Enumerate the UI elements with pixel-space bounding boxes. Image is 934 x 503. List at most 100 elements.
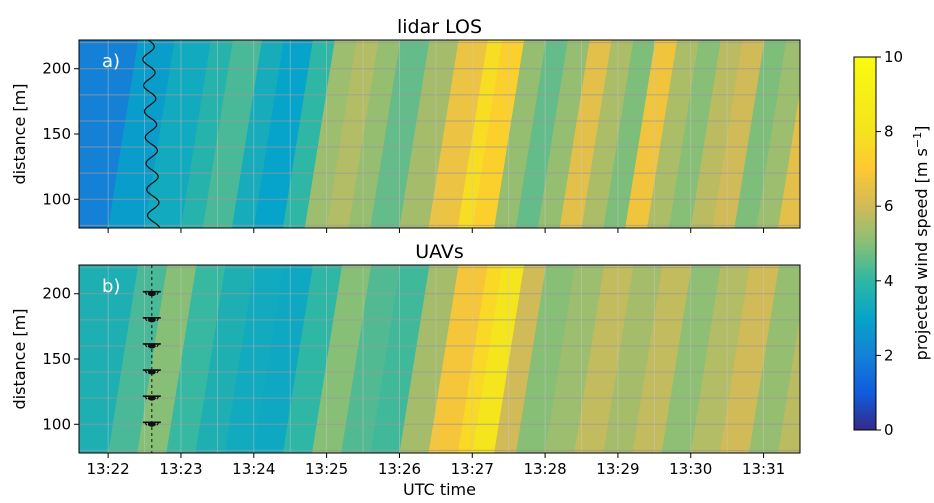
heatmap-band (304, 40, 359, 228)
heatmap-band (399, 40, 461, 228)
heatmap-band (494, 40, 548, 228)
panel-a-heatmap (79, 40, 800, 228)
heatmap-band (559, 40, 614, 228)
heatmap-band (108, 40, 177, 228)
panel-b-title: UAVs (415, 241, 464, 263)
heatmap-band (202, 40, 264, 228)
heatmap-band (348, 40, 402, 228)
uav-icon (142, 421, 161, 427)
heatmap-band (778, 91, 800, 228)
x-tick-label: 13:30 (669, 460, 712, 478)
heatmap-band (457, 265, 504, 453)
colorbar-label: projected wind speed [m s−1] (911, 126, 931, 361)
uav-icon (142, 290, 161, 297)
heatmap-band (778, 316, 800, 453)
heatmap-band (581, 40, 635, 228)
x-tick-label: 13:31 (742, 460, 785, 478)
heatmap-band (472, 265, 526, 453)
colorbar: 0 2 4 6 8 10 (853, 48, 903, 439)
colorbar-tick-label: 4 (884, 272, 894, 290)
heatmap-band (224, 265, 286, 453)
heatmap-band (690, 265, 752, 453)
heatmap-band (399, 265, 461, 453)
heatmap-band (734, 40, 788, 228)
heatmap-band (326, 40, 380, 228)
heatmap-band (312, 265, 373, 453)
colorbar-tick-label: 8 (884, 123, 894, 141)
y-tick-label: 200 (42, 60, 71, 78)
colorbar-gradient (853, 56, 877, 431)
x-tick-label: 13:23 (159, 460, 202, 478)
heatmap-band (494, 265, 548, 453)
panel-a-label: a) (102, 51, 120, 72)
heatmap-band (632, 265, 694, 453)
colorbar-tick-label: 6 (884, 197, 894, 215)
heatmap-band (253, 40, 315, 228)
x-tick-label: 13:25 (305, 460, 348, 478)
heatmap-band (341, 265, 402, 453)
panel-b-plot: 100 150 200 13:22 13:23 13:24 13:25 13:26 13:27… (42, 264, 801, 478)
colorbar-tick-label: 0 (884, 421, 894, 439)
y-tick-label: 100 (42, 190, 71, 208)
heatmap-band (428, 40, 490, 228)
heatmap-band (166, 265, 228, 453)
x-tick-label: 13:22 (87, 460, 130, 478)
x-axis-label: UTC time (403, 480, 476, 499)
heatmap-band (756, 40, 800, 228)
uav-icon (142, 343, 161, 349)
heatmap-band (457, 40, 504, 228)
y-tick-label: 150 (42, 350, 71, 368)
uav-icon (142, 369, 161, 375)
heatmap-band (515, 265, 577, 453)
heatmap-band (719, 265, 781, 453)
uav-icon (142, 395, 161, 401)
heatmap-band (661, 265, 723, 453)
heatmap-band (428, 265, 490, 453)
heatmap-band (647, 40, 701, 228)
heatmap-band (108, 265, 169, 453)
heatmap-band (472, 40, 526, 228)
y-tick-label: 100 (42, 415, 71, 433)
panel-b-ylabel: distance [m] (10, 309, 29, 410)
heatmap-band (545, 265, 606, 453)
heatmap-band (79, 265, 140, 453)
heatmap-band (537, 40, 592, 228)
colorbar-tick-label: 10 (884, 48, 903, 66)
heatmap-band (282, 40, 337, 228)
heatmap-band (370, 265, 431, 453)
y-tick-label: 200 (42, 285, 71, 303)
panel-a-plot: 100 150 200 (42, 39, 801, 233)
heatmap-band (603, 265, 664, 453)
heatmap-band (253, 265, 315, 453)
heatmap-band (180, 40, 235, 228)
heatmap-band (690, 40, 745, 228)
colorbar-tick-label: 2 (884, 346, 894, 364)
panel-b-label: b) (102, 276, 120, 297)
heatmap-band (603, 40, 657, 228)
panel-a-ylabel: distance [m] (10, 84, 29, 185)
heatmap-band (668, 40, 723, 228)
panel-b-heatmap (79, 265, 800, 453)
heatmap-band (79, 40, 140, 228)
heatmap-band (712, 40, 766, 228)
x-tick-label: 13:26 (378, 460, 421, 478)
heatmap-band (625, 40, 679, 228)
heatmap-band (144, 40, 213, 228)
x-tick-label: 13:28 (523, 460, 566, 478)
x-tick-label: 13:24 (232, 460, 275, 478)
x-tick-label: 13:29 (596, 460, 639, 478)
x-tick-label: 13:27 (451, 460, 494, 478)
lidar-beam-trace (142, 40, 161, 228)
heatmap-band (574, 265, 635, 453)
panel-a-title: lidar LOS (397, 16, 482, 38)
heatmap-band (231, 40, 286, 228)
heatmap-band (370, 40, 431, 228)
heatmap-band (282, 265, 344, 453)
y-tick-label: 150 (42, 125, 71, 143)
heatmap-band (137, 265, 198, 453)
heatmap-band (749, 265, 800, 453)
heatmap-band (515, 40, 570, 228)
heatmap-band (195, 265, 257, 453)
uav-icon (142, 317, 161, 323)
